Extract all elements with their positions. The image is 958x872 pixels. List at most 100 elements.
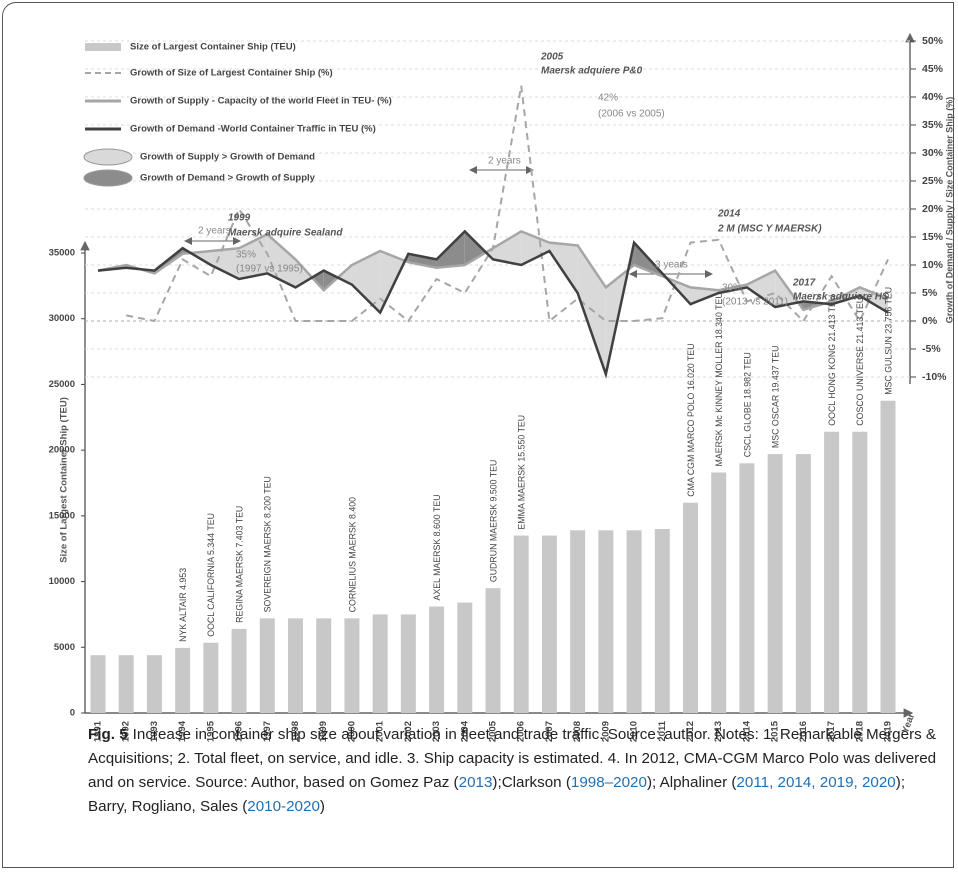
caption-text: ); Alphaliner ( <box>646 774 737 791</box>
y2-tick-label: 35% <box>922 119 944 131</box>
bar <box>372 614 388 713</box>
bar-label: GUDRUN MAERSK 9.500 TEU <box>488 460 498 583</box>
x-tick-label: 2018 <box>854 721 865 742</box>
y-axis-title: Size of Largest Container Ship (TEU) <box>59 397 70 563</box>
bar <box>711 472 727 713</box>
bar <box>513 535 529 713</box>
bar <box>400 614 416 713</box>
fill-area <box>859 287 888 313</box>
bar-label: CORNELIUS MAERSK 8.400 <box>347 497 357 612</box>
bar <box>626 530 642 713</box>
fill-area <box>295 259 313 288</box>
bar <box>203 642 219 713</box>
fill-area <box>408 253 437 268</box>
bar <box>598 530 614 713</box>
legend-label: Growth of Demand -World Container Traffi… <box>130 124 376 135</box>
series-line <box>97 229 889 379</box>
bar <box>654 529 670 713</box>
x-tick-label: 2015 <box>770 720 781 742</box>
x-tick-label: 2017 <box>826 721 837 742</box>
annotation: Maersk adquiere HS <box>793 292 889 303</box>
caption-link[interactable]: 2010-2020 <box>247 798 320 815</box>
y2-tick-label: 50% <box>922 35 944 47</box>
bar <box>457 602 473 713</box>
bar <box>316 618 332 713</box>
x-tick-label: 2006 <box>516 721 527 742</box>
x-tick-label: 1998 <box>290 721 301 742</box>
annotation: 2017 <box>792 278 816 289</box>
bar-label: EMMA MAERSK 15.550 TEU <box>517 415 527 530</box>
legend-label: Growth of Supply > Growth of Demand <box>140 152 315 163</box>
y-tick-label: 35000 <box>49 248 75 259</box>
x-tick-label: 2001 <box>375 720 386 742</box>
caption-link[interactable]: 2013 <box>458 774 493 791</box>
bar <box>683 502 698 713</box>
fill-area <box>351 251 381 313</box>
x-tick-label: 2011 <box>657 720 668 741</box>
bar-label: COSCO UNIVERSE 21.413 TEU <box>855 297 865 426</box>
bar-label: NYK ALTAIR 4.953 <box>178 568 188 642</box>
bar <box>485 588 501 713</box>
bar <box>739 463 755 713</box>
bar <box>570 530 586 713</box>
fill-area <box>210 248 240 279</box>
annotation: 30% <box>722 283 742 294</box>
annotation: 35% <box>236 250 256 261</box>
fill-area <box>493 231 522 265</box>
fill-area <box>267 234 296 288</box>
legend-label: Size of Largest Container Ship (TEU) <box>130 42 296 53</box>
bar-label: REGINA MAERSK 7.403 TEU <box>234 506 244 623</box>
bar <box>146 655 162 713</box>
caption-link[interactable]: 1998–2020 <box>570 774 647 791</box>
y2-tick-label: -5% <box>922 343 941 355</box>
y2-tick-label: 15% <box>922 231 944 243</box>
bar <box>880 400 896 713</box>
annotation: 2 M (MSC Y MAERSK) <box>717 224 822 235</box>
x-tick-label: 1999 <box>318 721 329 742</box>
legend-label: Growth of Size of Largest Container Ship… <box>130 68 333 79</box>
annotation: 42% <box>598 93 618 104</box>
x-tick-label: 1994 <box>177 720 188 742</box>
bar-label: CMA CGM MARCO POLO 16.020 TEU <box>686 343 696 496</box>
annotation: 1999 <box>228 213 251 224</box>
x-tick-label: 2008 <box>572 721 583 742</box>
caption-text: Increase in container ship size about va… <box>88 726 937 791</box>
bar-label: MSC OSCAR 19.437 TEU <box>770 346 780 449</box>
legend-swatch <box>83 169 133 187</box>
bar <box>118 655 134 713</box>
bar-label: MSC GULSUN 23.756 TEU <box>883 287 893 395</box>
x-tick-label: 2014 <box>741 720 752 742</box>
y2-tick-label: 10% <box>922 259 944 271</box>
x-tick-label: 2007 <box>544 721 555 742</box>
y-tick-label: 30000 <box>49 313 75 324</box>
x-tick-label: 2010 <box>629 721 640 742</box>
caption-text: );Clarkson ( <box>492 774 571 791</box>
annotation: Maersk adquiere P&0 <box>541 66 643 77</box>
bar <box>344 618 360 713</box>
y-tick-label: 20000 <box>49 445 75 456</box>
bar-label: SOVEREIGN MAERSK 8.200 TEU <box>263 476 273 612</box>
bar-label: CSCL GLOBE 18.982 TEU <box>742 352 752 457</box>
annotation: 2005 <box>540 52 564 63</box>
fill-area <box>746 270 776 307</box>
legend-swatch <box>85 43 121 51</box>
bar-label: OOCL CALIFORNIA 5.344 TEU <box>206 513 216 637</box>
bar-label: OOCL HONG KONG 21.413 TEU <box>827 295 837 426</box>
caption-link[interactable]: 2011, 2014, 2019, 2020 <box>736 774 896 791</box>
y2-tick-label: 20% <box>922 203 944 215</box>
x-tick-label: 2005 <box>488 720 499 742</box>
fill-area <box>690 287 719 305</box>
caption-text: ) <box>319 798 325 815</box>
x-tick-label: 2000 <box>346 721 357 742</box>
y-tick-label: 5000 <box>54 642 75 653</box>
bar <box>852 431 868 713</box>
fill-area <box>337 265 352 285</box>
y2-tick-label: 25% <box>922 175 944 187</box>
bar <box>795 454 811 713</box>
annotation: 3 years <box>655 260 688 271</box>
fill-area <box>464 231 486 265</box>
annotation: (2006 vs 2005) <box>598 109 665 120</box>
